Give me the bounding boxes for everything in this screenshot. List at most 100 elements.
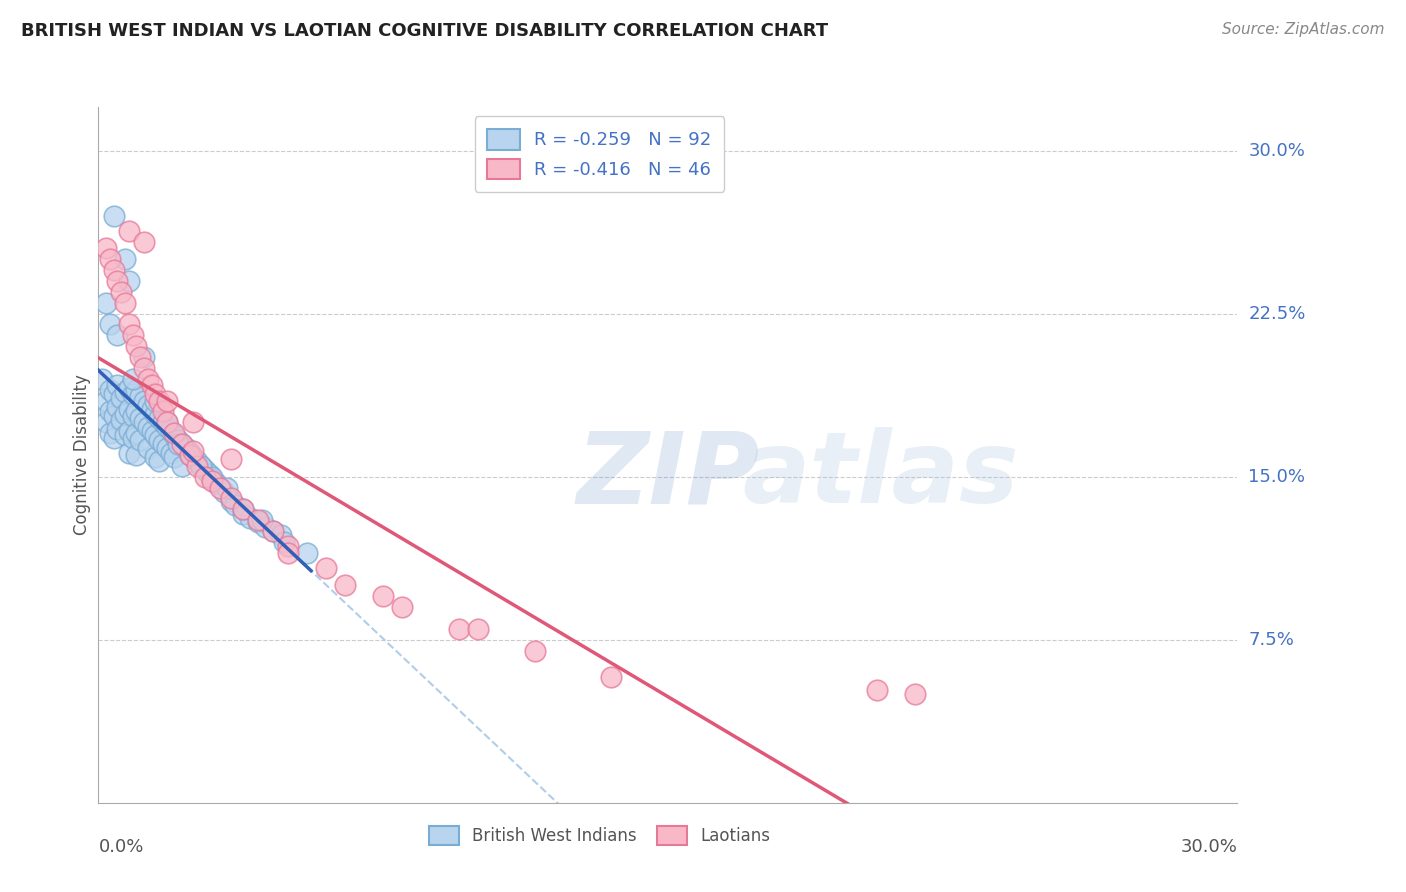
Point (246, 516, 269, 530)
Point (103, 409, 125, 423)
Point (114, 407, 136, 421)
Point (197, 467, 219, 482)
Point (107, 400, 129, 414)
Text: 7.5%: 7.5% (1249, 631, 1295, 648)
Point (190, 458, 212, 473)
Point (179, 446, 201, 460)
Point (600, 670, 623, 684)
Point (163, 450, 186, 464)
Point (121, 430, 143, 444)
Point (246, 513, 269, 527)
Point (118, 318, 141, 332)
Point (118, 446, 141, 460)
Point (232, 502, 254, 516)
Point (201, 472, 224, 486)
Point (183, 450, 205, 464)
Point (212, 484, 235, 499)
Point (297, 546, 319, 560)
Point (315, 561, 337, 575)
Point (110, 413, 132, 427)
Point (114, 295, 136, 310)
Point (103, 430, 125, 444)
Point (145, 428, 167, 442)
Point (141, 424, 163, 438)
Point (232, 507, 254, 521)
Point (94, 393, 117, 408)
Y-axis label: Cognitive Disability: Cognitive Disability (73, 375, 91, 535)
Point (94, 415, 117, 429)
Point (132, 393, 155, 408)
Point (194, 469, 217, 483)
Point (145, 387, 167, 401)
Point (98, 318, 121, 332)
Point (129, 411, 152, 425)
Point (145, 450, 167, 464)
Point (152, 404, 174, 418)
Point (121, 387, 143, 401)
Point (156, 419, 179, 434)
Point (179, 448, 201, 462)
Point (277, 546, 299, 560)
Text: ZIP: ZIP (576, 427, 759, 524)
Point (201, 469, 224, 483)
Text: Source: ZipAtlas.com: Source: ZipAtlas.com (1222, 22, 1385, 37)
Point (114, 384, 136, 399)
Text: 30.0%: 30.0% (1181, 838, 1237, 855)
Point (148, 393, 170, 408)
Point (262, 524, 284, 538)
Point (371, 589, 394, 603)
Point (156, 415, 179, 429)
Point (152, 437, 174, 451)
Point (270, 528, 292, 542)
Point (148, 433, 170, 447)
Point (98, 383, 121, 397)
Point (159, 446, 181, 460)
Point (163, 426, 186, 441)
Point (103, 209, 125, 223)
Point (194, 463, 217, 477)
Point (107, 274, 129, 288)
Point (125, 404, 148, 418)
Point (121, 372, 143, 386)
Point (273, 534, 295, 549)
Text: 0.0%: 0.0% (98, 838, 143, 855)
Point (254, 519, 277, 533)
Point (114, 252, 136, 267)
Text: 30.0%: 30.0% (1249, 142, 1305, 160)
Point (190, 458, 212, 473)
Point (866, 682, 889, 697)
Point (156, 415, 179, 429)
Point (221, 491, 243, 506)
Point (118, 380, 141, 394)
Text: BRITISH WEST INDIAN VS LAOTIAN COGNITIVE DISABILITY CORRELATION CHART: BRITISH WEST INDIAN VS LAOTIAN COGNITIVE… (21, 22, 828, 40)
Point (156, 442, 179, 456)
Point (121, 409, 143, 423)
Point (118, 224, 141, 238)
Point (98, 404, 121, 418)
Point (170, 437, 193, 451)
Point (114, 428, 136, 442)
Point (118, 274, 141, 288)
Text: 22.5%: 22.5% (1249, 304, 1306, 323)
Point (118, 424, 141, 438)
Point (524, 643, 547, 657)
Point (186, 454, 208, 468)
Point (125, 448, 148, 462)
Point (125, 383, 148, 397)
Point (221, 493, 243, 508)
Point (167, 437, 190, 451)
Point (391, 600, 413, 615)
Point (163, 428, 186, 442)
Point (98, 252, 121, 267)
Point (107, 378, 129, 392)
Point (103, 263, 125, 277)
Point (467, 622, 489, 636)
Point (132, 360, 155, 375)
Point (156, 393, 179, 408)
Point (132, 235, 155, 249)
Point (262, 524, 284, 538)
Point (91, 372, 114, 386)
Point (129, 389, 152, 403)
Point (183, 443, 205, 458)
Point (125, 339, 148, 353)
